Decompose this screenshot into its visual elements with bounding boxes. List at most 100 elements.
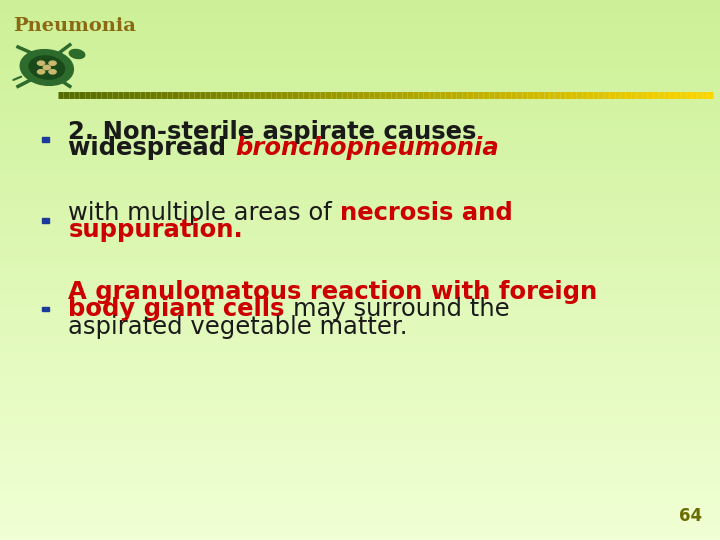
Bar: [0, 491, 720, 494]
Bar: [0, 246, 720, 248]
Bar: [0, 46, 720, 49]
Bar: [0, 364, 720, 367]
Bar: [0, 535, 720, 537]
Bar: [0, 227, 720, 229]
Bar: [0, 105, 720, 108]
Bar: [0, 335, 720, 338]
Bar: [0, 454, 720, 456]
Bar: [0, 270, 720, 273]
Bar: [0, 446, 720, 448]
Bar: [42, 138, 48, 143]
Bar: [0, 127, 720, 130]
Bar: [0, 494, 720, 497]
Bar: [0, 389, 720, 392]
Bar: [0, 505, 720, 508]
Bar: [0, 14, 720, 16]
Bar: [0, 43, 720, 46]
Bar: [0, 321, 720, 324]
Bar: [0, 5, 720, 8]
Bar: [0, 500, 720, 502]
Text: may surround the: may surround the: [293, 297, 510, 321]
Bar: [0, 162, 720, 165]
Bar: [0, 359, 720, 362]
Bar: [0, 464, 720, 467]
Bar: [0, 510, 720, 513]
Bar: [0, 19, 720, 22]
Text: 2. Non-sterile aspirate causes: 2. Non-sterile aspirate causes: [68, 120, 477, 144]
Bar: [0, 22, 720, 24]
Bar: [0, 146, 720, 148]
Text: A granulomatous reaction with foreign: A granulomatous reaction with foreign: [68, 280, 598, 303]
Bar: [0, 297, 720, 300]
Bar: [0, 113, 720, 116]
Bar: [0, 356, 720, 359]
Bar: [0, 86, 720, 89]
Bar: [0, 410, 720, 413]
Bar: [0, 483, 720, 486]
Ellipse shape: [37, 61, 45, 65]
Bar: [0, 308, 720, 310]
Text: bronchopneumonia: bronchopneumonia: [235, 137, 499, 160]
Bar: [0, 402, 720, 405]
Bar: [0, 378, 720, 381]
Bar: [42, 219, 48, 224]
Bar: [0, 508, 720, 510]
Bar: [0, 532, 720, 535]
Bar: [0, 184, 720, 186]
Bar: [0, 400, 720, 402]
Bar: [0, 375, 720, 378]
Bar: [0, 165, 720, 167]
Ellipse shape: [49, 61, 56, 65]
Bar: [0, 124, 720, 127]
Bar: [0, 68, 720, 70]
Bar: [0, 54, 720, 57]
Bar: [0, 362, 720, 364]
Bar: [0, 462, 720, 464]
Bar: [0, 421, 720, 424]
Bar: [0, 319, 720, 321]
Bar: [0, 194, 720, 197]
Bar: [0, 173, 720, 176]
Bar: [0, 313, 720, 316]
Bar: [0, 235, 720, 238]
Bar: [0, 213, 720, 216]
Bar: [0, 351, 720, 354]
Bar: [0, 459, 720, 462]
Bar: [0, 138, 720, 140]
Bar: [0, 486, 720, 489]
Bar: [0, 27, 720, 30]
Bar: [0, 135, 720, 138]
Bar: [0, 332, 720, 335]
Bar: [0, 521, 720, 524]
Bar: [0, 451, 720, 454]
Bar: [0, 3, 720, 5]
Text: suppuration.: suppuration.: [68, 218, 243, 241]
Bar: [0, 0, 720, 3]
Ellipse shape: [20, 50, 73, 85]
Bar: [0, 348, 720, 351]
Bar: [0, 11, 720, 14]
Bar: [0, 108, 720, 111]
Bar: [0, 122, 720, 124]
Bar: [0, 167, 720, 170]
Bar: [0, 478, 720, 481]
Bar: [0, 202, 720, 205]
Bar: [0, 119, 720, 122]
Bar: [0, 340, 720, 343]
Bar: [0, 157, 720, 159]
Bar: [0, 316, 720, 319]
Bar: [0, 248, 720, 251]
Bar: [0, 324, 720, 327]
Bar: [0, 427, 720, 429]
Bar: [0, 418, 720, 421]
Bar: [0, 73, 720, 76]
Bar: [0, 518, 720, 521]
Bar: [0, 208, 720, 211]
Bar: [0, 284, 720, 286]
Bar: [0, 32, 720, 35]
Bar: [0, 16, 720, 19]
Bar: [0, 243, 720, 246]
Text: Pneumonia: Pneumonia: [13, 17, 136, 35]
Bar: [0, 49, 720, 51]
Bar: [0, 8, 720, 11]
